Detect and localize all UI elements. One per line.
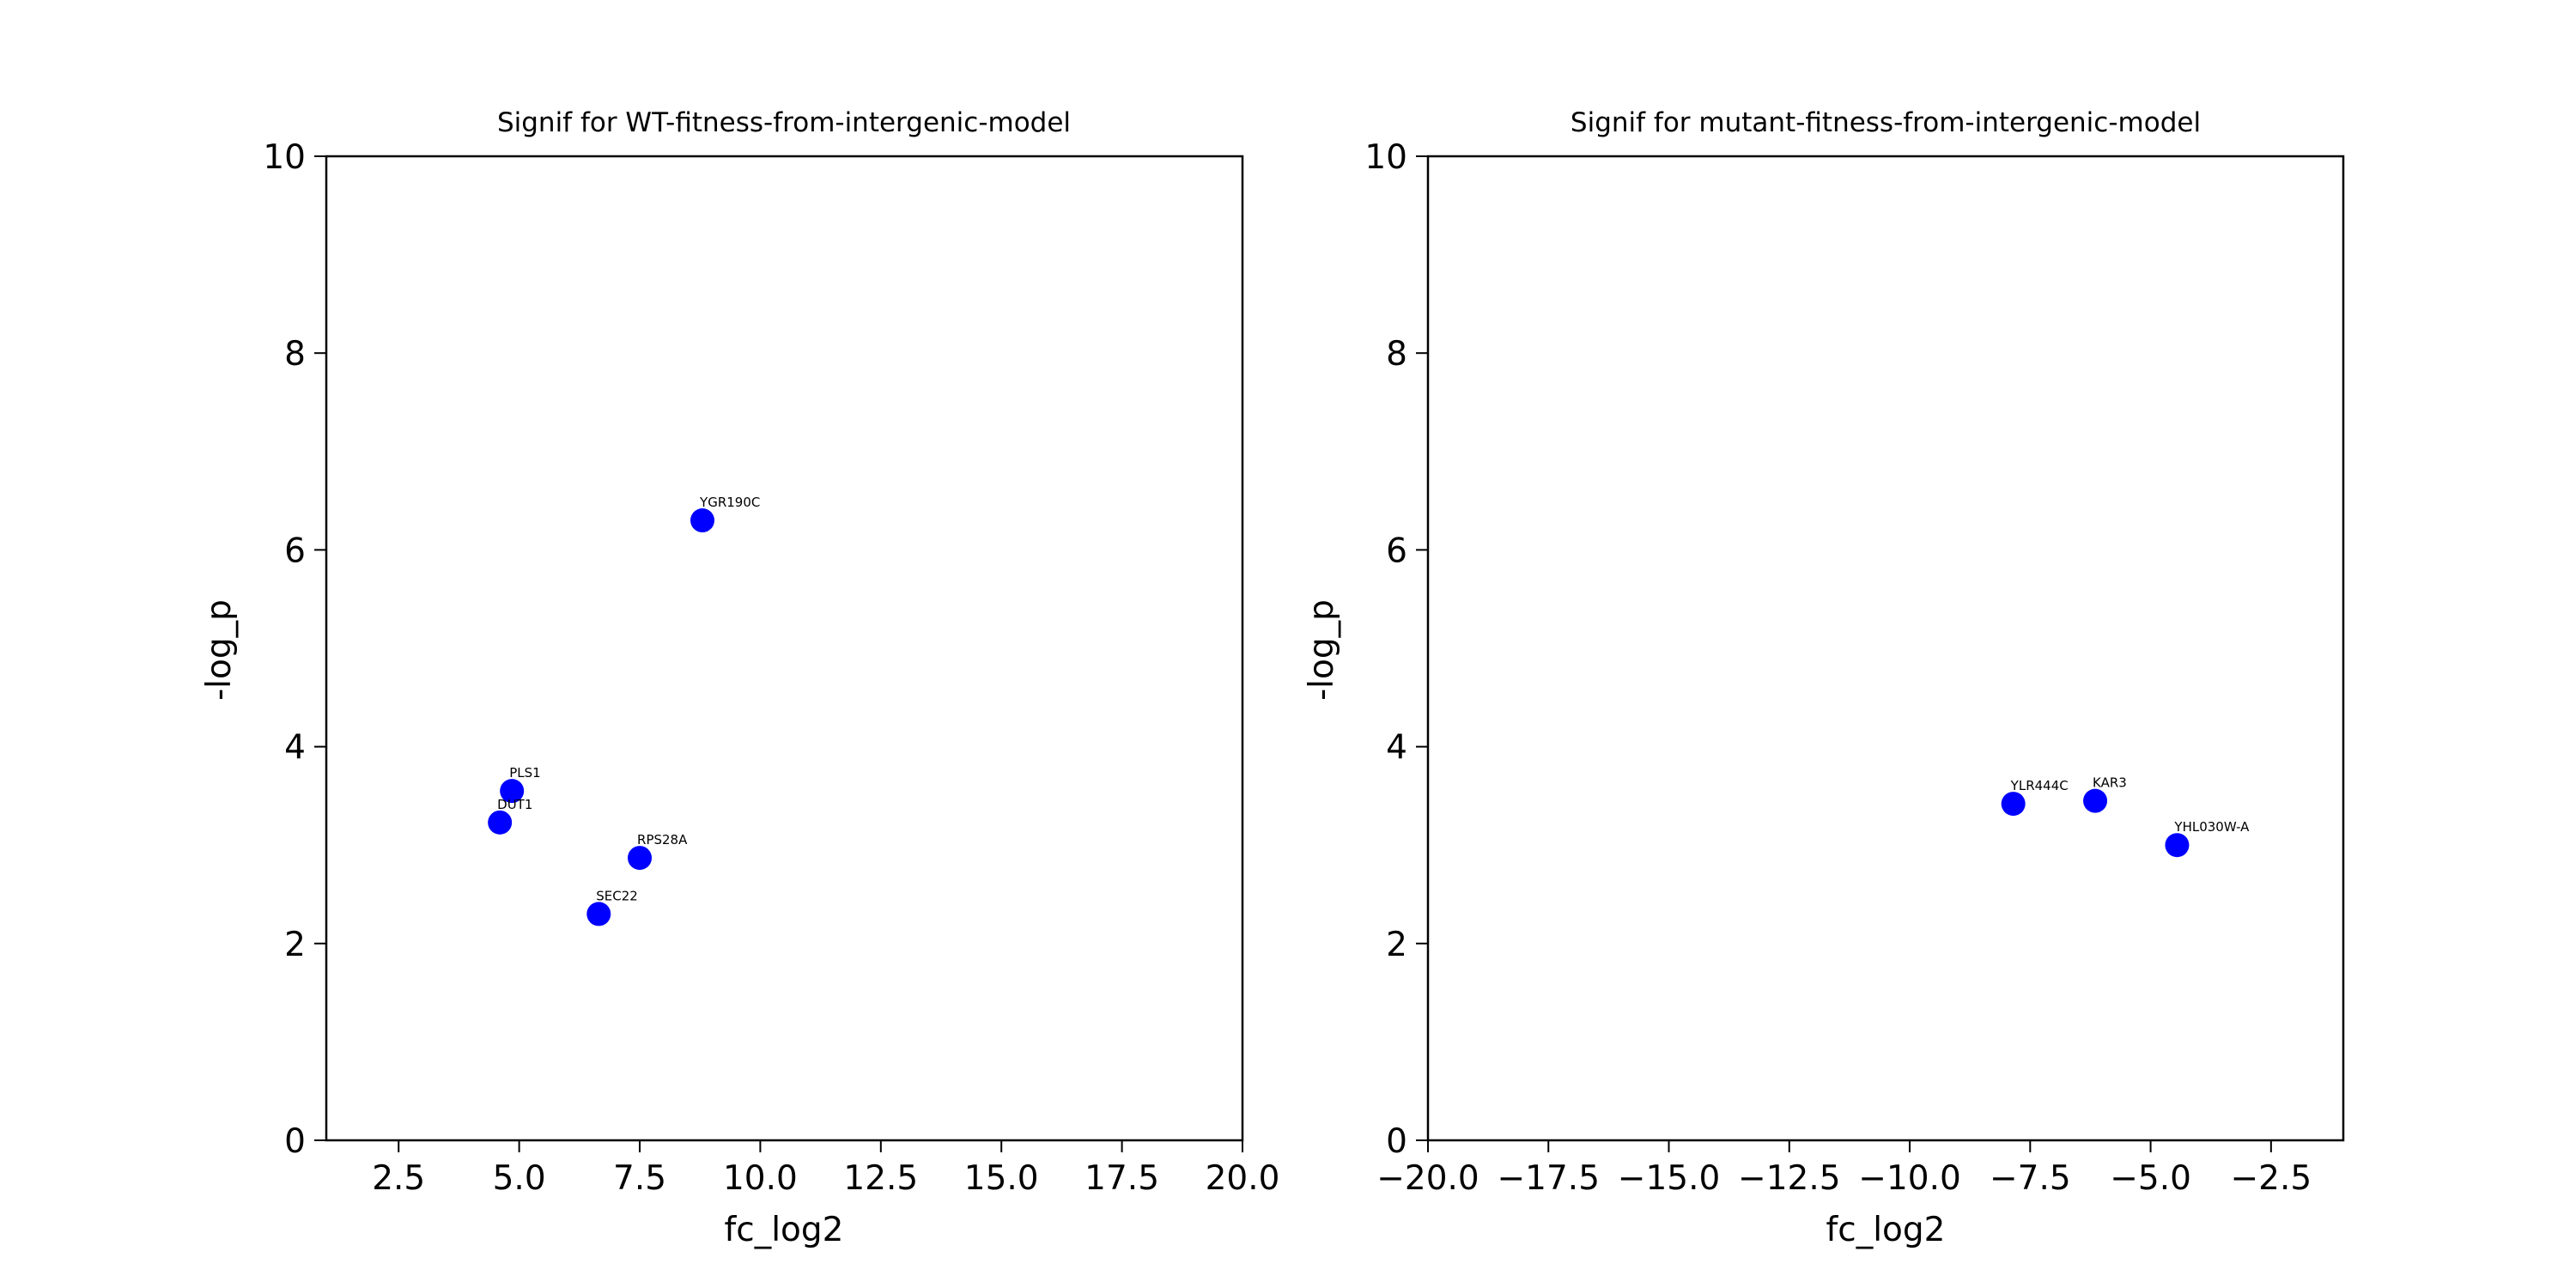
left-y-tick-label: 10 (263, 138, 306, 177)
left-y-tick-label: 2 (284, 926, 306, 964)
left-x-tick-label: 20.0 (1206, 1159, 1280, 1198)
left-data-point (690, 508, 715, 533)
left-data-point (586, 902, 611, 927)
right-y-tick-label: 8 (1386, 335, 1407, 374)
left-chart-title: Signif for WT-fitness-from-intergenic-mo… (497, 107, 1071, 138)
left-data-point (488, 810, 513, 835)
left-data-points: YGR190C PLS1 DUT1 RPS28A SEC22 (488, 495, 760, 927)
left-data-point-label: PLS1 (509, 765, 540, 781)
right-data-point-label: YLR444C (2010, 778, 2069, 793)
right-y-tick-label: 6 (1386, 532, 1407, 570)
right-data-point (2001, 792, 2026, 817)
right-data-point-label: KAR3 (2093, 775, 2127, 791)
right-x-tick-label: −20.0 (1376, 1159, 1479, 1198)
left-data-point (500, 779, 525, 804)
right-chart-title: Signif for mutant-fitness-from-intergeni… (1571, 107, 2201, 138)
right-data-point-label: YHL030W-A (2173, 819, 2250, 835)
right-scatter-panel: Signif for mutant-fitness-from-intergeni… (1303, 107, 2345, 1249)
right-x-axis-label: fc_log2 (1826, 1211, 1946, 1249)
left-y-tick-label: 0 (284, 1122, 306, 1161)
right-y-ticks: 0 2 4 6 8 10 (1364, 138, 1428, 1161)
left-data-point-label: SEC22 (596, 888, 638, 903)
right-data-point (2165, 833, 2190, 858)
left-x-tick-label: 7.5 (613, 1159, 666, 1198)
right-x-tick-label: −7.5 (1990, 1159, 2071, 1198)
left-y-tick-label: 4 (284, 729, 306, 768)
left-x-ticks: 2.5 5.0 7.5 10.0 12.5 15.0 17.5 20.0 (372, 1140, 1279, 1198)
left-x-axis-label: fc_log2 (725, 1211, 844, 1249)
right-data-point (2083, 788, 2108, 813)
left-y-tick-label: 8 (284, 335, 306, 374)
right-y-tick-label: 10 (1364, 138, 1407, 177)
left-x-tick-label: 17.5 (1084, 1159, 1159, 1198)
left-y-axis-label: -log_p (200, 599, 239, 701)
left-data-point-label: RPS28A (637, 832, 688, 848)
right-plot-frame (1426, 155, 2345, 1142)
left-x-tick-label: 12.5 (843, 1159, 918, 1198)
right-x-tick-label: −12.5 (1738, 1159, 1841, 1198)
left-y-tick-label: 6 (284, 532, 306, 570)
right-y-tick-label: 2 (1386, 926, 1407, 964)
right-x-tick-label: −5.0 (2110, 1159, 2191, 1198)
left-plot-frame (325, 155, 1244, 1142)
right-y-axis-label: -log_p (1303, 599, 1341, 701)
right-data-points: YLR444C KAR3 YHL030W-A (2001, 775, 2250, 858)
right-x-ticks: −20.0 −17.5 −15.0 −12.5 −10.0 −7.5 −5.0 −2.5 (1376, 1140, 2312, 1198)
left-data-point-label: DUT1 (497, 797, 532, 812)
left-x-tick-label: 5.0 (493, 1159, 546, 1198)
right-y-tick-label: 4 (1386, 729, 1407, 768)
left-data-point (628, 846, 653, 871)
right-y-tick-label: 0 (1386, 1122, 1407, 1161)
left-data-point-label: YGR190C (699, 495, 760, 510)
left-y-ticks: 0 2 4 6 8 10 (263, 138, 326, 1161)
right-x-tick-label: −2.5 (2230, 1159, 2312, 1198)
left-scatter-panel: Signif for WT-fitness-from-intergenic-mo… (200, 107, 1279, 1249)
left-x-tick-label: 2.5 (372, 1159, 425, 1198)
right-x-tick-label: −17.5 (1498, 1159, 1601, 1198)
right-x-tick-label: −10.0 (1858, 1159, 1961, 1198)
left-x-tick-label: 10.0 (723, 1159, 798, 1198)
right-x-tick-label: −15.0 (1618, 1159, 1721, 1198)
left-x-tick-label: 15.0 (964, 1159, 1039, 1198)
